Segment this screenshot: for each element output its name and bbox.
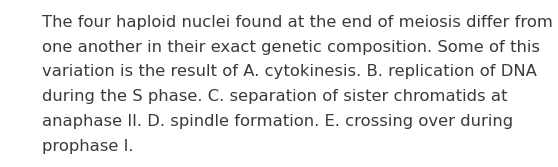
Text: prophase I.: prophase I. [42, 139, 133, 154]
Text: anaphase II. D. spindle formation. E. crossing over during: anaphase II. D. spindle formation. E. cr… [42, 114, 513, 129]
Text: during the S phase. C. separation of sister chromatids at: during the S phase. C. separation of sis… [42, 89, 507, 104]
Text: variation is the result of A. cytokinesis. B. replication of DNA: variation is the result of A. cytokinesi… [42, 64, 537, 79]
Text: one another in their exact genetic composition. Some of this: one another in their exact genetic compo… [42, 40, 540, 55]
Text: The four haploid nuclei found at the end of meiosis differ from: The four haploid nuclei found at the end… [42, 15, 553, 30]
